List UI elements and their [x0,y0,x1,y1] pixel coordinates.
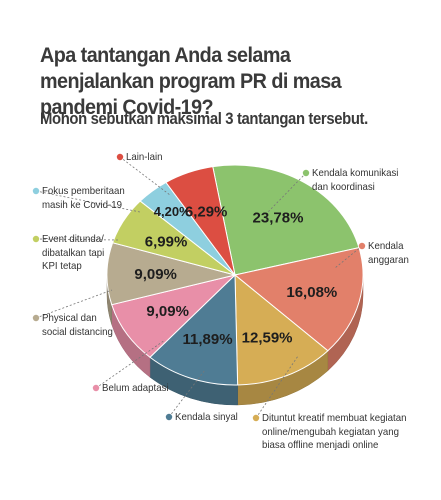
category-label: Lain-lain [126,151,163,165]
legend-dot [358,242,366,250]
category-label: Kendala komunikasi dan koordinasi [312,167,398,194]
leader-line [168,369,206,418]
slice-value-label: 23,78% [253,210,304,227]
category-label-text: Belum adaptasi [102,382,169,394]
category-label-text: Fokus pemberitaan masih ke Covid-19 [42,185,125,211]
category-label-text: Dituntut kreatif membuat kegiatan online… [262,412,407,451]
slice-value-label: 12,59% [242,329,293,346]
category-label-text: Kendala sinyal [175,411,238,423]
pie-slice [212,164,360,276]
legend-dot [32,187,40,195]
slice-value-label: 4,20% [154,204,191,219]
category-label-text: Physical dan social distancing [42,312,113,338]
legend-dot [302,169,310,177]
category-label: Event ditunda/ dibatalkan tapi KPI tetap [42,233,104,274]
legend-dot [252,414,260,422]
slice-value-label: 6,29% [185,203,228,220]
leader-line [255,355,299,419]
pie-slice [234,273,329,386]
slice-value-label: 6,99% [145,233,188,250]
slice-value-label: 9,09% [134,266,177,283]
legend-dot [116,153,124,161]
legend-dot [165,413,173,421]
leader-line [35,190,141,213]
legend-dot [32,314,40,322]
pie-slice [165,166,236,276]
category-label-text: Event ditunda/ dibatalkan tapi KPI tetap [42,233,105,272]
category-label: Fokus pemberitaan masih ke Covid-19 [42,185,125,212]
legend-dot [92,384,100,392]
pie-slice [149,273,239,386]
category-label: Kendala anggaran [368,240,409,267]
category-label-text: Lain-lain [126,151,163,163]
leader-line [35,238,119,241]
leader-line [267,172,307,213]
chart-subtitle: Mohon sebutkan maksimal 3 tantangan ters… [40,110,368,128]
pie-slice [233,247,364,352]
slice-value-label: 9,09% [146,303,189,320]
category-label: Belum adaptasi [102,382,169,396]
leader-line [119,156,171,196]
slice-value-label: 16,08% [286,284,337,301]
legend-dot [32,235,40,243]
category-label: Dituntut kreatif membuat kegiatan online… [262,412,406,453]
category-label-text: Kendala anggaran [368,240,409,266]
leader-line [35,289,113,319]
leader-line [334,245,363,269]
category-label-text: Kendala komunikasi dan koordinasi [312,167,399,193]
category-label: Physical dan social distancing [42,312,113,339]
chart-title: Apa tantangan Anda selama menjalankan pr… [40,43,342,119]
slice-value-label: 11,89% [183,331,233,348]
category-label: Kendala sinyal [175,411,238,425]
